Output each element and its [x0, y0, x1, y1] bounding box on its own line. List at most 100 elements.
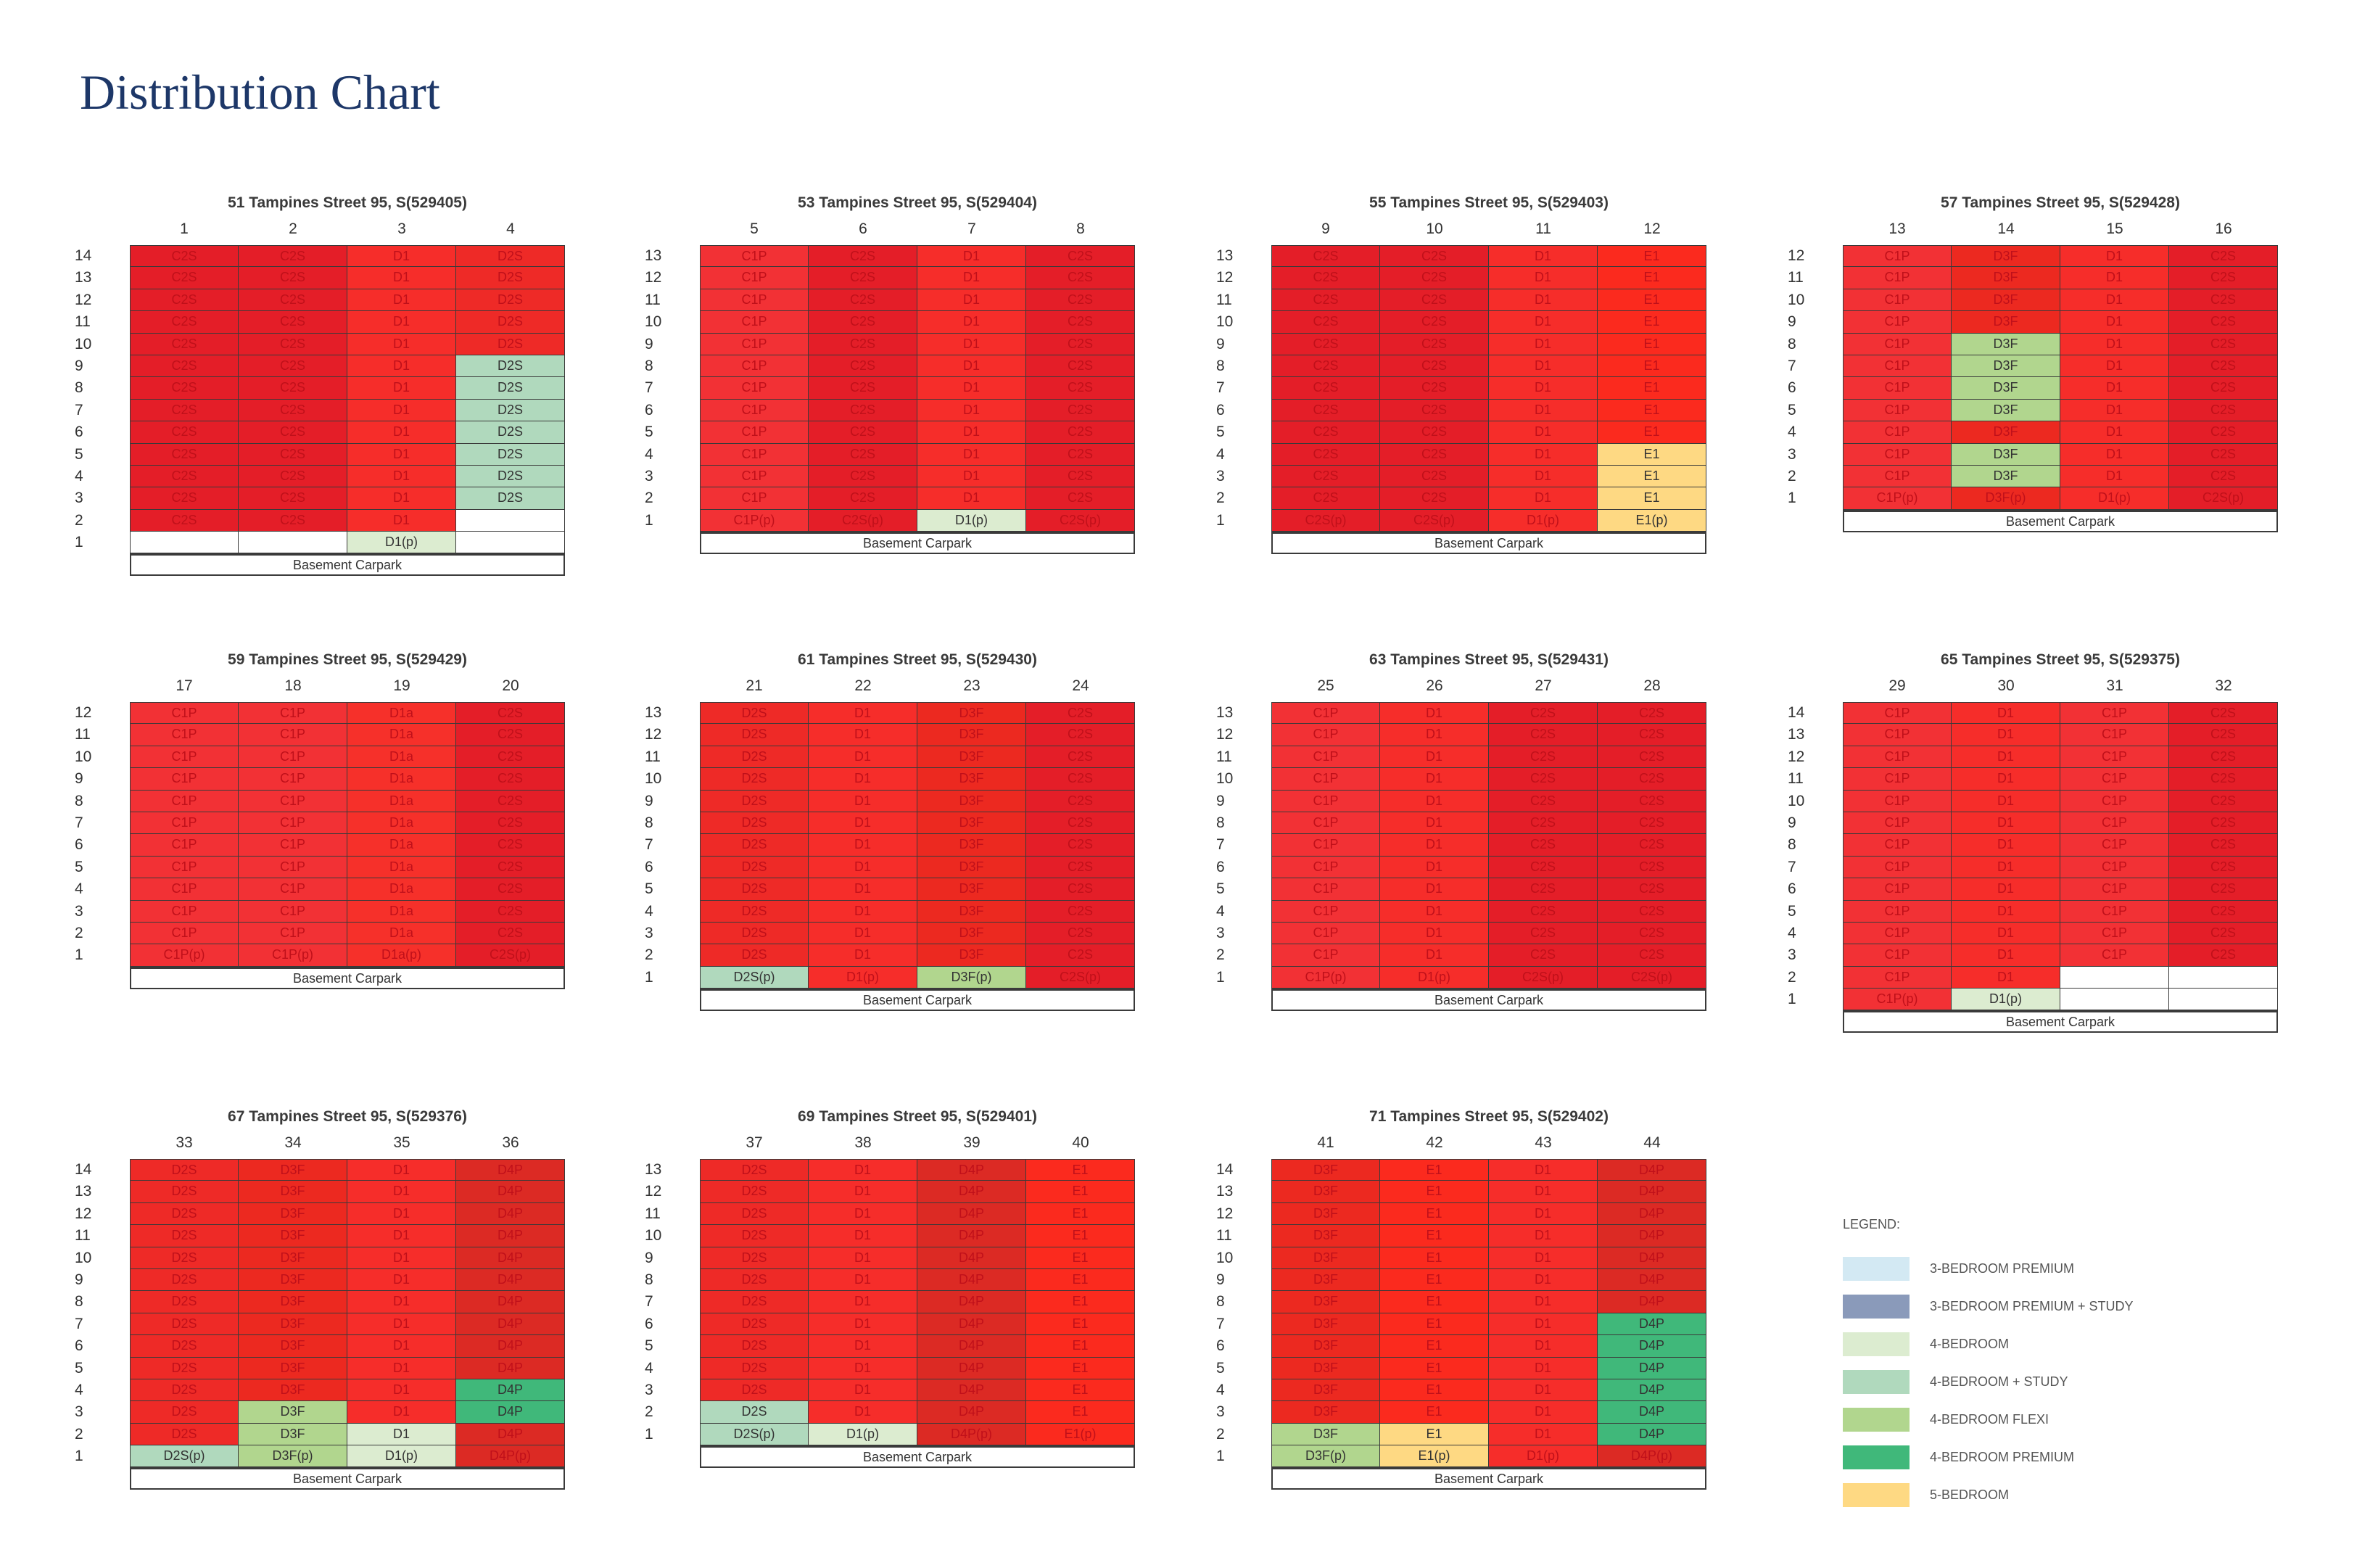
- unit-cell-sold[interactable]: C1P: [1271, 746, 1380, 769]
- unit-cell-sold[interactable]: D3F: [1271, 1313, 1380, 1336]
- unit-cell-sold[interactable]: D3F: [239, 1159, 347, 1181]
- unit-cell-sold[interactable]: C2S: [1271, 289, 1380, 312]
- unit-cell-sold[interactable]: D1: [1489, 487, 1598, 510]
- unit-cell-sold[interactable]: D1: [2060, 245, 2169, 268]
- unit-cell-sold[interactable]: D4P: [1598, 1268, 1706, 1292]
- unit-cell-sold[interactable]: D3F: [239, 1357, 347, 1379]
- unit-cell-sold[interactable]: C2S: [130, 377, 239, 400]
- unit-cell-sold[interactable]: D1: [1489, 355, 1598, 378]
- unit-cell-sold[interactable]: D2S: [700, 944, 809, 967]
- unit-cell-sold[interactable]: C2S: [239, 245, 347, 268]
- unit-cell-sold[interactable]: D3F: [1271, 1225, 1380, 1247]
- unit-cell-sold[interactable]: C2S: [130, 333, 239, 355]
- unit-cell-sold[interactable]: D4P: [1598, 1181, 1706, 1203]
- unit-cell-sold[interactable]: D1: [1380, 812, 1489, 835]
- unit-cell-sold[interactable]: D1: [347, 1181, 456, 1203]
- unit-cell-sold[interactable]: C2S: [456, 812, 565, 835]
- unit-cell-sold[interactable]: C1P: [700, 245, 809, 268]
- unit-cell-sold[interactable]: D4P: [1598, 1202, 1706, 1226]
- unit-cell-sold[interactable]: C2S: [1271, 333, 1380, 355]
- unit-cell-sold[interactable]: C1P: [1271, 724, 1380, 746]
- unit-cell-sold[interactable]: D1a: [347, 768, 456, 791]
- unit-cell[interactable]: [2169, 966, 2278, 989]
- unit-cell-sold[interactable]: C2S: [809, 377, 917, 400]
- unit-cell-sold[interactable]: D4P: [917, 1357, 1026, 1379]
- unit-cell-sold[interactable]: D3F: [917, 856, 1026, 879]
- unit-cell-sold[interactable]: D3F: [239, 1202, 347, 1226]
- unit-cell-sold[interactable]: C1P: [700, 333, 809, 355]
- unit-cell-sold[interactable]: C2S: [1598, 834, 1706, 857]
- unit-cell-sold[interactable]: D3F: [917, 834, 1026, 857]
- unit-cell-sold[interactable]: D1: [1380, 944, 1489, 967]
- unit-cell-sold[interactable]: D1: [2060, 443, 2169, 466]
- unit-cell-sold[interactable]: D1: [1489, 1313, 1598, 1336]
- unit-cell-sold[interactable]: C2S: [1380, 443, 1489, 466]
- unit-cell[interactable]: [130, 532, 239, 554]
- unit-cell-sold[interactable]: C1P: [130, 922, 239, 945]
- unit-cell-sold[interactable]: C2S: [2169, 245, 2278, 268]
- unit-cell-sold[interactable]: D1: [917, 333, 1026, 355]
- unit-cell-sold[interactable]: D4P: [456, 1225, 565, 1247]
- unit-cell-sold[interactable]: E1: [1598, 311, 1706, 334]
- unit-cell-available[interactable]: E1: [1598, 443, 1706, 466]
- unit-cell-sold[interactable]: D1: [1489, 1181, 1598, 1203]
- unit-cell-sold[interactable]: C2S: [1380, 311, 1489, 334]
- unit-cell[interactable]: [2169, 989, 2278, 1011]
- unit-cell-sold[interactable]: D3F: [1952, 267, 2060, 289]
- unit-cell-sold[interactable]: C2S: [1598, 922, 1706, 945]
- unit-cell-sold[interactable]: D1: [1952, 944, 2060, 967]
- unit-cell-sold[interactable]: E1: [1380, 1247, 1489, 1269]
- unit-cell-sold[interactable]: D1: [1380, 878, 1489, 901]
- unit-cell-sold[interactable]: D2S: [700, 834, 809, 857]
- unit-cell-available[interactable]: D2S: [456, 421, 565, 444]
- unit-cell-sold[interactable]: E1: [1026, 1335, 1135, 1358]
- unit-cell-sold[interactable]: C2S: [1271, 465, 1380, 488]
- unit-cell-sold[interactable]: D2S: [700, 1181, 809, 1203]
- unit-cell-sold[interactable]: C2S: [239, 311, 347, 334]
- unit-cell-sold[interactable]: D1: [347, 399, 456, 422]
- unit-cell-sold[interactable]: D1: [347, 1159, 456, 1181]
- unit-cell-sold[interactable]: D1a: [347, 878, 456, 901]
- unit-cell-sold[interactable]: C2S: [1026, 790, 1135, 812]
- unit-cell-sold[interactable]: D1: [347, 1313, 456, 1336]
- unit-cell-available[interactable]: D4P: [456, 1379, 565, 1402]
- unit-cell-sold[interactable]: C2S: [1026, 878, 1135, 901]
- unit-cell-sold[interactable]: D1(p): [1489, 1445, 1598, 1468]
- unit-cell-sold[interactable]: E1: [1026, 1225, 1135, 1247]
- unit-cell-sold[interactable]: C1P: [130, 724, 239, 746]
- unit-cell-sold[interactable]: C1P: [1843, 245, 1952, 268]
- unit-cell-available[interactable]: E1(p): [1380, 1445, 1489, 1468]
- unit-cell-sold[interactable]: D1: [809, 1159, 917, 1181]
- unit-cell-sold[interactable]: C2S: [2169, 333, 2278, 355]
- unit-cell-sold[interactable]: C1P: [1843, 267, 1952, 289]
- unit-cell-sold[interactable]: D1: [917, 421, 1026, 444]
- unit-cell-sold[interactable]: D4P: [917, 1181, 1026, 1203]
- unit-cell-sold[interactable]: C2S: [239, 399, 347, 422]
- unit-cell-sold[interactable]: C1P: [239, 702, 347, 725]
- unit-cell-sold[interactable]: D4P: [917, 1159, 1026, 1181]
- unit-cell-sold[interactable]: D1: [809, 746, 917, 769]
- unit-cell-sold[interactable]: C1P: [2060, 944, 2169, 967]
- unit-cell-sold[interactable]: D1: [809, 1401, 917, 1424]
- unit-cell-sold[interactable]: E1: [1598, 333, 1706, 355]
- unit-cell-sold[interactable]: C2S(p): [1026, 509, 1135, 532]
- unit-cell-sold[interactable]: C1P: [1843, 900, 1952, 923]
- unit-cell-sold[interactable]: D2S: [130, 1202, 239, 1226]
- unit-cell-sold[interactable]: D4P: [917, 1225, 1026, 1247]
- unit-cell-sold[interactable]: D1: [1952, 812, 2060, 835]
- unit-cell-sold[interactable]: C2S: [2169, 900, 2278, 923]
- unit-cell-sold[interactable]: D1: [809, 1335, 917, 1358]
- unit-cell-sold[interactable]: D2S: [700, 1313, 809, 1336]
- unit-cell-available[interactable]: D1(p): [1952, 989, 2060, 1011]
- unit-cell-sold[interactable]: C2S: [809, 465, 917, 488]
- unit-cell-sold[interactable]: C1P: [1843, 289, 1952, 312]
- unit-cell-sold[interactable]: D1: [347, 465, 456, 488]
- unit-cell-sold[interactable]: C2S: [1598, 900, 1706, 923]
- unit-cell-sold[interactable]: C1P: [700, 487, 809, 510]
- unit-cell[interactable]: [2060, 989, 2169, 1011]
- unit-cell-sold[interactable]: D1: [809, 944, 917, 967]
- unit-cell-sold[interactable]: C1P: [700, 377, 809, 400]
- unit-cell-sold[interactable]: C2S(p): [2169, 487, 2278, 510]
- unit-cell-sold[interactable]: D1: [1489, 1268, 1598, 1292]
- unit-cell-sold[interactable]: C1P: [700, 443, 809, 466]
